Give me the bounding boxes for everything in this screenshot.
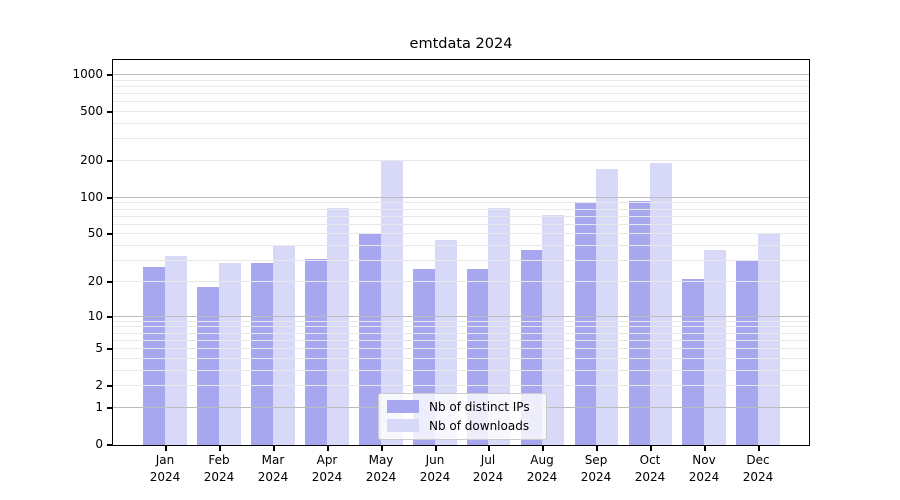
chart-title: emtdata 2024: [409, 36, 513, 52]
legend-swatch-nb-of-downloads: [387, 419, 419, 432]
bar-nb-of-downloads-feb-2024: [219, 263, 241, 445]
y-tick-mark: [107, 197, 112, 199]
y-tick-label-10: 10: [87, 309, 103, 323]
bar-nb-of-distinct-ips-apr-2024: [305, 259, 327, 445]
y-tick-mark: [107, 74, 112, 76]
x-tick-label-may-2024: May 2024: [365, 453, 397, 484]
x-tick-mark: [758, 446, 760, 451]
y-tick-label-0: 0: [95, 437, 103, 451]
y-tick-mark: [107, 160, 112, 162]
bar-nb-of-distinct-ips-nov-2024: [682, 279, 704, 445]
y-tick-mark: [107, 233, 112, 235]
bar-nb-of-distinct-ips-sep-2024: [575, 202, 597, 445]
x-tick-mark: [488, 446, 490, 451]
x-tick-mark: [542, 446, 544, 451]
bar-nb-of-distinct-ips-mar-2024: [251, 263, 273, 445]
x-tick-mark: [165, 446, 167, 451]
x-tick-label-aug-2024: Aug 2024: [526, 453, 558, 484]
x-tick-label-nov-2024: Nov 2024: [688, 453, 720, 484]
bar-nb-of-distinct-ips-dec-2024: [736, 261, 758, 445]
y-tick-label-20: 20: [87, 274, 103, 288]
x-tick-mark: [219, 446, 221, 451]
bar-nb-of-distinct-ips-oct-2024: [629, 201, 651, 445]
bar-nb-of-downloads-mar-2024: [273, 245, 295, 445]
y-tick-label-500: 500: [80, 104, 103, 118]
bar-nb-of-distinct-ips-jan-2024: [143, 267, 165, 445]
x-tick-label-sep-2024: Sep 2024: [580, 453, 612, 484]
y-tick-label-100: 100: [80, 190, 103, 204]
y-tick-mark: [107, 444, 112, 446]
x-tick-mark: [596, 446, 598, 451]
legend-item-nb-of-downloads: Nb of downloads: [387, 418, 538, 433]
bar-nb-of-downloads-oct-2024: [650, 163, 672, 445]
bar-nb-of-downloads-sep-2024: [596, 169, 618, 445]
x-tick-label-jul-2024: Jul 2024: [472, 453, 504, 484]
legend-swatch-nb-of-distinct-ips: [387, 400, 419, 413]
bar-nb-of-downloads-apr-2024: [327, 208, 349, 445]
y-tick-mark: [107, 385, 112, 387]
x-tick-label-feb-2024: Feb 2024: [203, 453, 235, 484]
x-tick-mark: [273, 446, 275, 451]
bar-nb-of-downloads-dec-2024: [758, 234, 780, 445]
y-tick-label-5: 5: [95, 341, 103, 355]
bar-nb-of-downloads-may-2024: [381, 161, 403, 445]
legend-item-nb-of-distinct-ips: Nb of distinct IPs: [387, 399, 538, 414]
x-tick-mark: [435, 446, 437, 451]
y-tick-mark: [107, 316, 112, 318]
bars-layer: [113, 60, 809, 445]
bar-nb-of-distinct-ips-may-2024: [359, 234, 381, 445]
legend-label: Nb of downloads: [429, 418, 530, 433]
x-tick-mark: [381, 446, 383, 451]
y-tick-label-2: 2: [95, 378, 103, 392]
plot-area: [112, 59, 810, 446]
y-tick-label-50: 50: [87, 226, 103, 240]
x-tick-mark: [327, 446, 329, 451]
x-tick-label-mar-2024: Mar 2024: [257, 453, 289, 484]
bar-nb-of-distinct-ips-feb-2024: [197, 287, 219, 445]
y-tick-label-1: 1: [95, 400, 103, 414]
y-tick-label-200: 200: [80, 153, 103, 167]
y-tick-mark: [107, 111, 112, 113]
bar-nb-of-downloads-aug-2024: [542, 215, 564, 445]
legend: Nb of distinct IPs Nb of downloads: [378, 393, 547, 440]
y-tick-mark: [107, 407, 112, 409]
x-tick-label-oct-2024: Oct 2024: [634, 453, 666, 484]
x-tick-label-jun-2024: Jun 2024: [419, 453, 451, 484]
y-tick-mark: [107, 348, 112, 350]
x-tick-label-jan-2024: Jan 2024: [149, 453, 181, 484]
x-tick-label-dec-2024: Dec 2024: [742, 453, 774, 484]
x-tick-mark: [650, 446, 652, 451]
bar-nb-of-downloads-jan-2024: [165, 256, 187, 445]
legend-label: Nb of distinct IPs: [429, 399, 530, 414]
x-tick-mark: [704, 446, 706, 451]
x-tick-label-apr-2024: Apr 2024: [311, 453, 343, 484]
bar-nb-of-downloads-nov-2024: [704, 250, 726, 445]
y-tick-mark: [107, 281, 112, 283]
y-tick-label-1000: 1000: [72, 67, 103, 81]
